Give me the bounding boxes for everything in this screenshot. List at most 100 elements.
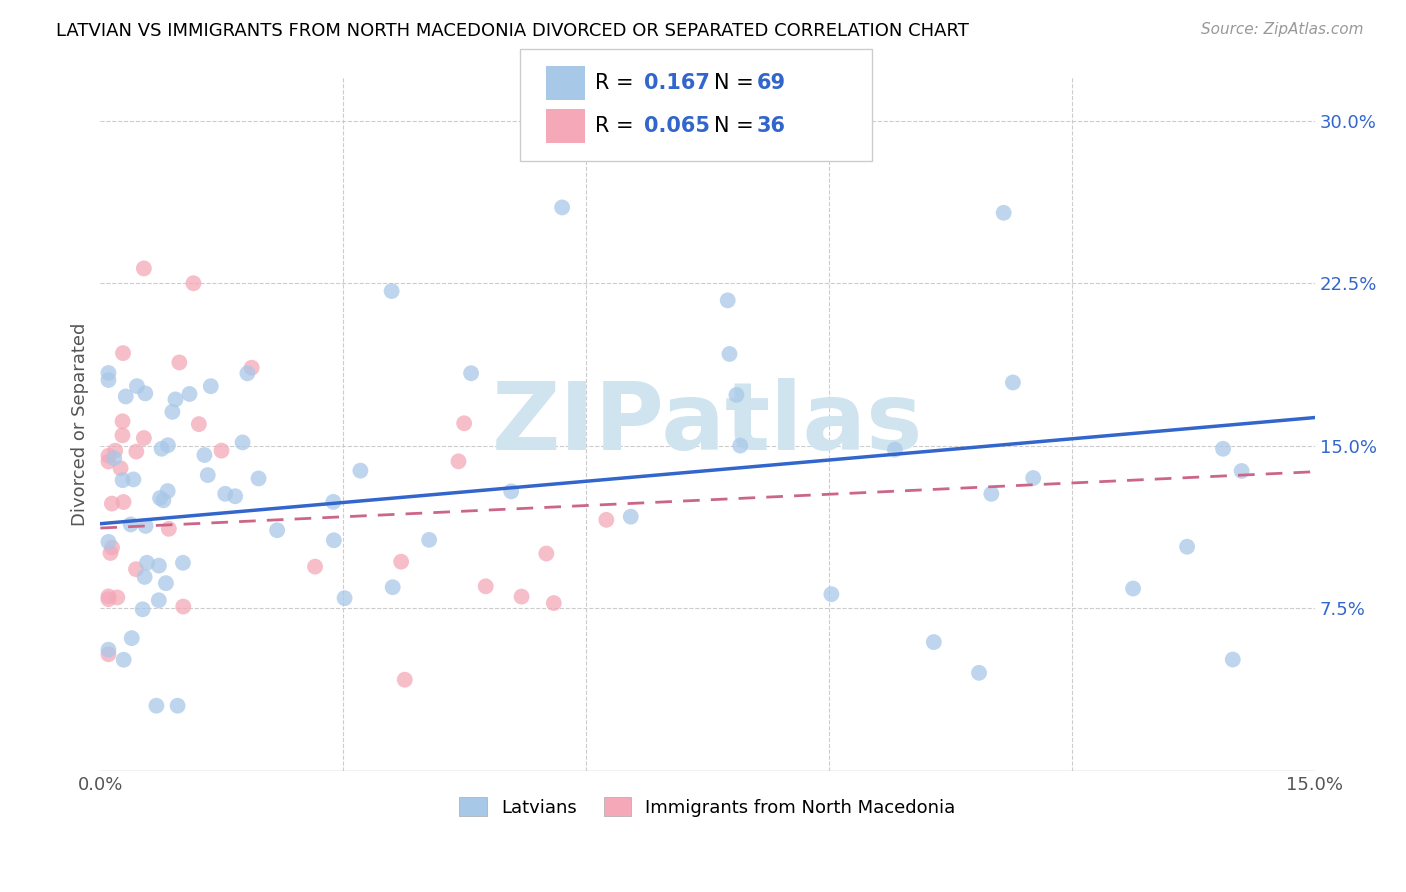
Point (165, 392, 187, 407)
Point (474, 579, 496, 593)
Point (131, 602, 153, 616)
Point (510, 590, 533, 604)
Point (820, 587, 842, 601)
Point (447, 454, 470, 468)
Point (1212, 442, 1234, 456)
Point (418, 533, 440, 547)
Text: Source: ZipAtlas.com: Source: ZipAtlas.com (1201, 22, 1364, 37)
Point (134, 570, 156, 584)
Text: R =: R = (595, 116, 640, 136)
Point (101, 497, 124, 511)
Point (993, 206, 1015, 220)
Point (156, 483, 179, 498)
Y-axis label: Divorced or Separated: Divorced or Separated (72, 322, 89, 525)
Point (111, 428, 134, 442)
Point (1222, 652, 1244, 666)
Point (97, 373, 120, 387)
Point (169, 355, 191, 369)
Point (236, 366, 259, 380)
Point (224, 489, 246, 503)
Point (132, 431, 155, 445)
Point (103, 451, 125, 466)
Point (394, 673, 416, 687)
Point (725, 388, 748, 402)
Point (551, 201, 574, 215)
Point (110, 461, 132, 475)
Point (105, 591, 128, 605)
Point (247, 471, 270, 485)
Point (1230, 464, 1253, 478)
Text: 69: 69 (756, 73, 786, 93)
Text: R =: R = (595, 73, 640, 93)
Point (111, 414, 134, 428)
Point (1122, 582, 1144, 596)
Point (1175, 540, 1198, 554)
Point (134, 386, 156, 401)
Point (453, 417, 475, 431)
Point (156, 438, 179, 452)
Point (266, 523, 288, 537)
Point (97, 449, 120, 463)
Point (211, 443, 233, 458)
Point (152, 493, 174, 508)
Point (112, 495, 135, 509)
Text: N =: N = (714, 73, 761, 93)
Point (967, 665, 990, 680)
Point (148, 593, 170, 607)
Point (112, 653, 135, 667)
Point (381, 284, 404, 298)
Legend: Latvians, Immigrants from North Macedonia: Latvians, Immigrants from North Macedoni… (453, 790, 963, 824)
Point (155, 576, 177, 591)
Point (717, 293, 740, 308)
Text: 0.065: 0.065 (644, 116, 710, 136)
Point (135, 519, 157, 533)
Point (922, 635, 945, 649)
Point (187, 417, 209, 431)
Point (101, 541, 124, 555)
Point (595, 513, 617, 527)
Point (183, 277, 205, 291)
Point (172, 556, 194, 570)
Text: N =: N = (714, 116, 761, 136)
Point (778, 146, 800, 161)
Point (389, 555, 412, 569)
Point (97, 647, 120, 661)
Point (104, 443, 127, 458)
Point (136, 556, 159, 570)
Point (536, 547, 558, 561)
Point (132, 261, 155, 276)
Text: ZIPatlas: ZIPatlas (492, 378, 924, 470)
Point (620, 509, 643, 524)
Point (884, 442, 907, 457)
Point (322, 533, 344, 548)
Point (166, 698, 188, 713)
Point (125, 379, 148, 393)
Point (728, 439, 751, 453)
Point (97, 454, 120, 468)
Point (112, 346, 135, 360)
Point (162, 405, 184, 419)
Point (718, 347, 741, 361)
Point (381, 580, 404, 594)
Text: LATVIAN VS IMMIGRANTS FROM NORTH MACEDONIA DIVORCED OR SEPARATED CORRELATION CHA: LATVIAN VS IMMIGRANTS FROM NORTH MACEDON… (56, 22, 969, 40)
Point (214, 487, 236, 501)
Point (179, 387, 201, 401)
Point (193, 448, 215, 462)
Point (148, 558, 170, 573)
Point (1001, 376, 1024, 390)
Point (114, 389, 136, 403)
Point (97, 592, 120, 607)
Point (100, 546, 122, 560)
Point (172, 599, 194, 614)
Point (97, 642, 120, 657)
Point (349, 464, 371, 478)
Point (122, 472, 145, 486)
Point (150, 442, 173, 456)
Point (111, 473, 134, 487)
Text: 0.167: 0.167 (644, 73, 710, 93)
Point (97, 590, 120, 604)
Point (322, 495, 344, 509)
Point (333, 591, 356, 606)
Point (501, 484, 523, 499)
Point (543, 596, 565, 610)
